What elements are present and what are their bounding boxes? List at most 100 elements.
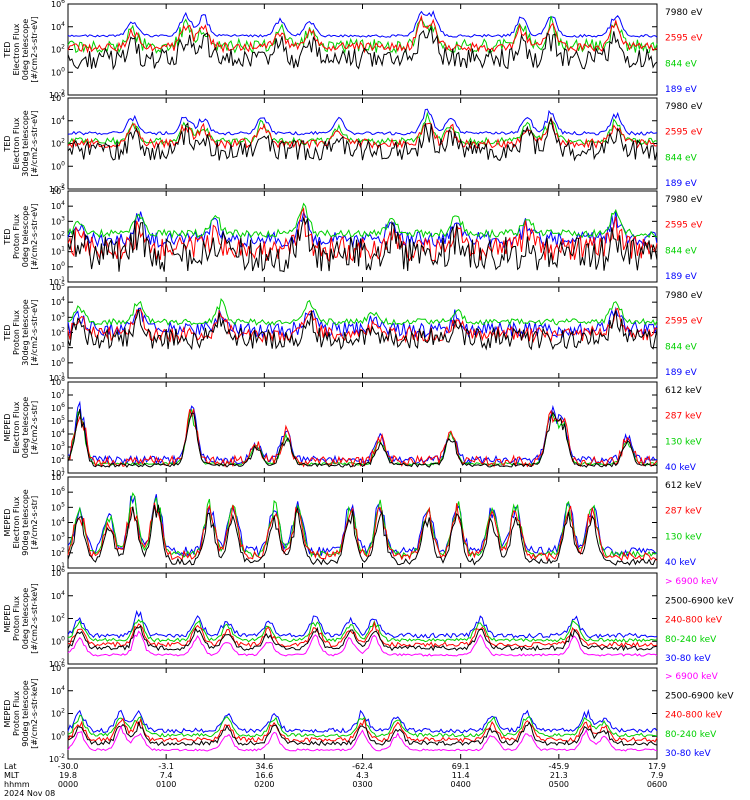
x-row-label: MLT: [4, 771, 19, 780]
y-tick-label: 106: [51, 92, 65, 103]
y-tick-label: 10-2: [49, 89, 65, 100]
series-magenta-line: [67, 630, 658, 657]
y-axis-label: 0deg telescope: [21, 397, 30, 458]
legend-entry: 40 keV: [665, 463, 697, 473]
series-green-line: [67, 202, 658, 239]
y-tick-label: 102: [51, 138, 65, 149]
y-tick-label: 104: [51, 590, 65, 601]
legend-entry: 189 eV: [665, 368, 698, 378]
y-tick-label: 100: [51, 160, 65, 171]
y-tick-label: 103: [51, 532, 65, 543]
legend-entry: 612 keV: [665, 386, 702, 396]
y-tick-label: 106: [51, 567, 65, 578]
y-tick-label: 101: [51, 467, 65, 478]
y-tick-label: 108: [51, 376, 65, 387]
x-tick-label-mlt: 4.3: [356, 771, 369, 780]
series-red-line: [67, 502, 658, 562]
y-tick-label: 104: [51, 296, 65, 307]
series-green-line: [67, 15, 658, 55]
panel-8: 10-2 100 102 104 106 MEPED Proton Flux 90deg te…: [3, 662, 734, 764]
series-black-line: [67, 721, 658, 747]
y-tick-label: 106: [51, 486, 65, 497]
legend-entry: 7980 eV: [665, 291, 703, 301]
y-axis-label: TED: [3, 135, 12, 152]
legend-entry: 7980 eV: [665, 102, 703, 112]
y-tick-label: 100: [51, 261, 65, 272]
x-tick-label-hhmm: 0600: [647, 780, 667, 789]
legend-entry: 30-80 keV: [665, 654, 711, 664]
y-tick-label: 10-2: [49, 658, 65, 669]
y-axis-label: Proton Flux: [12, 214, 21, 259]
y-tick-label: 100: [51, 730, 65, 741]
y-axis-label: MEPED: [3, 605, 12, 633]
legend-entry: 844 eV: [665, 59, 698, 69]
legend-entry: 2500-6900 keV: [665, 691, 734, 701]
y-tick-label: 104: [51, 200, 65, 211]
legend-entry: 612 keV: [665, 481, 702, 491]
x-row-label: Lat: [4, 762, 17, 771]
legend-entry: 2500-6900 keV: [665, 596, 734, 606]
series-red-line: [67, 409, 658, 468]
y-tick-label: 103: [51, 311, 65, 322]
legend-entry: 189 eV: [665, 85, 698, 95]
legend-entry: 40 keV: [665, 558, 697, 568]
x-tick-label-mlt: 16.6: [255, 771, 273, 780]
legend-entry: 844 eV: [665, 342, 698, 352]
series-blue-line: [67, 10, 658, 38]
series-green-line: [67, 111, 658, 146]
y-tick-label: 100: [51, 635, 65, 646]
y-axis-label: Electron Flux: [12, 401, 21, 453]
x-tick-label-mlt: 7.9: [651, 771, 664, 780]
y-axis-label: 0deg telescope: [21, 206, 30, 267]
legend-entry: 2595 eV: [665, 317, 703, 327]
y-axis-label: [#/cm2-s-str]: [30, 496, 39, 549]
series-blue-line: [67, 609, 658, 639]
y-tick-label: 102: [51, 547, 65, 558]
panel-5: 101 102 103 104 105 106 107 108 MEPED Electron Fl…: [3, 376, 702, 478]
y-tick-label: 102: [51, 44, 65, 55]
y-axis-label: MEPED: [3, 509, 12, 537]
panel-frame: [67, 381, 658, 474]
panel-7: 10-2 100 102 104 106 MEPED Proton Flux 0deg tel…: [3, 567, 734, 669]
y-axis-label: 30deg telescope: [21, 299, 30, 366]
y-tick-label: 102: [51, 327, 65, 338]
panel-2: 10-2 100 102 104 106 TED Electron Flux 30deg te…: [3, 92, 703, 194]
y-tick-label: 106: [51, 662, 65, 673]
panel-frame: [67, 572, 658, 665]
y-tick-label: 104: [51, 685, 65, 696]
legend-entry: > 6900 keV: [665, 577, 719, 587]
series-blue-line: [67, 708, 658, 734]
y-tick-label: 10-1: [49, 276, 65, 287]
y-tick-label: 10-2: [49, 183, 65, 194]
y-tick-label: 102: [51, 454, 65, 465]
x-tick-label-mlt: 19.8: [59, 771, 77, 780]
y-tick-label: 100: [51, 357, 65, 368]
series-red-line: [67, 14, 657, 54]
x-tick-label-lat: -45.9: [548, 762, 569, 771]
legend-entry: 80-240 keV: [665, 730, 717, 740]
x-tick-label-hhmm: 0000: [58, 780, 78, 789]
x-tick-label-hhmm: 0300: [352, 780, 372, 789]
x-tick-label-lat: -3.1: [158, 762, 174, 771]
y-tick-label: 104: [51, 517, 65, 528]
legend-entry: 189 eV: [665, 179, 698, 189]
y-axis-label: MEPED: [3, 414, 12, 442]
y-tick-label: 107: [51, 389, 65, 400]
y-axis-label: [#/cm2-s-str]: [30, 401, 39, 454]
y-axis-label: 30deg telescope: [21, 110, 30, 177]
legend-entry: 130 keV: [665, 532, 702, 542]
y-axis-label: 90deg telescope: [21, 680, 30, 747]
legend-entry: 2595 eV: [665, 221, 703, 231]
x-row-label: hhmm: [4, 780, 30, 789]
series-black-line: [67, 309, 658, 351]
panel-6: 101 102 103 104 105 106 107 MEPED Electron Flux 9…: [3, 471, 702, 573]
series-green-line: [67, 408, 658, 466]
y-tick-label: 104: [51, 21, 65, 32]
series-red-line: [67, 620, 658, 648]
legend-entry: 189 eV: [665, 272, 698, 282]
y-axis-label: TED: [3, 228, 12, 245]
y-axis-label: MEPED: [3, 700, 12, 728]
legend-entry: 240-800 keV: [665, 711, 723, 721]
y-tick-label: 105: [51, 415, 65, 426]
